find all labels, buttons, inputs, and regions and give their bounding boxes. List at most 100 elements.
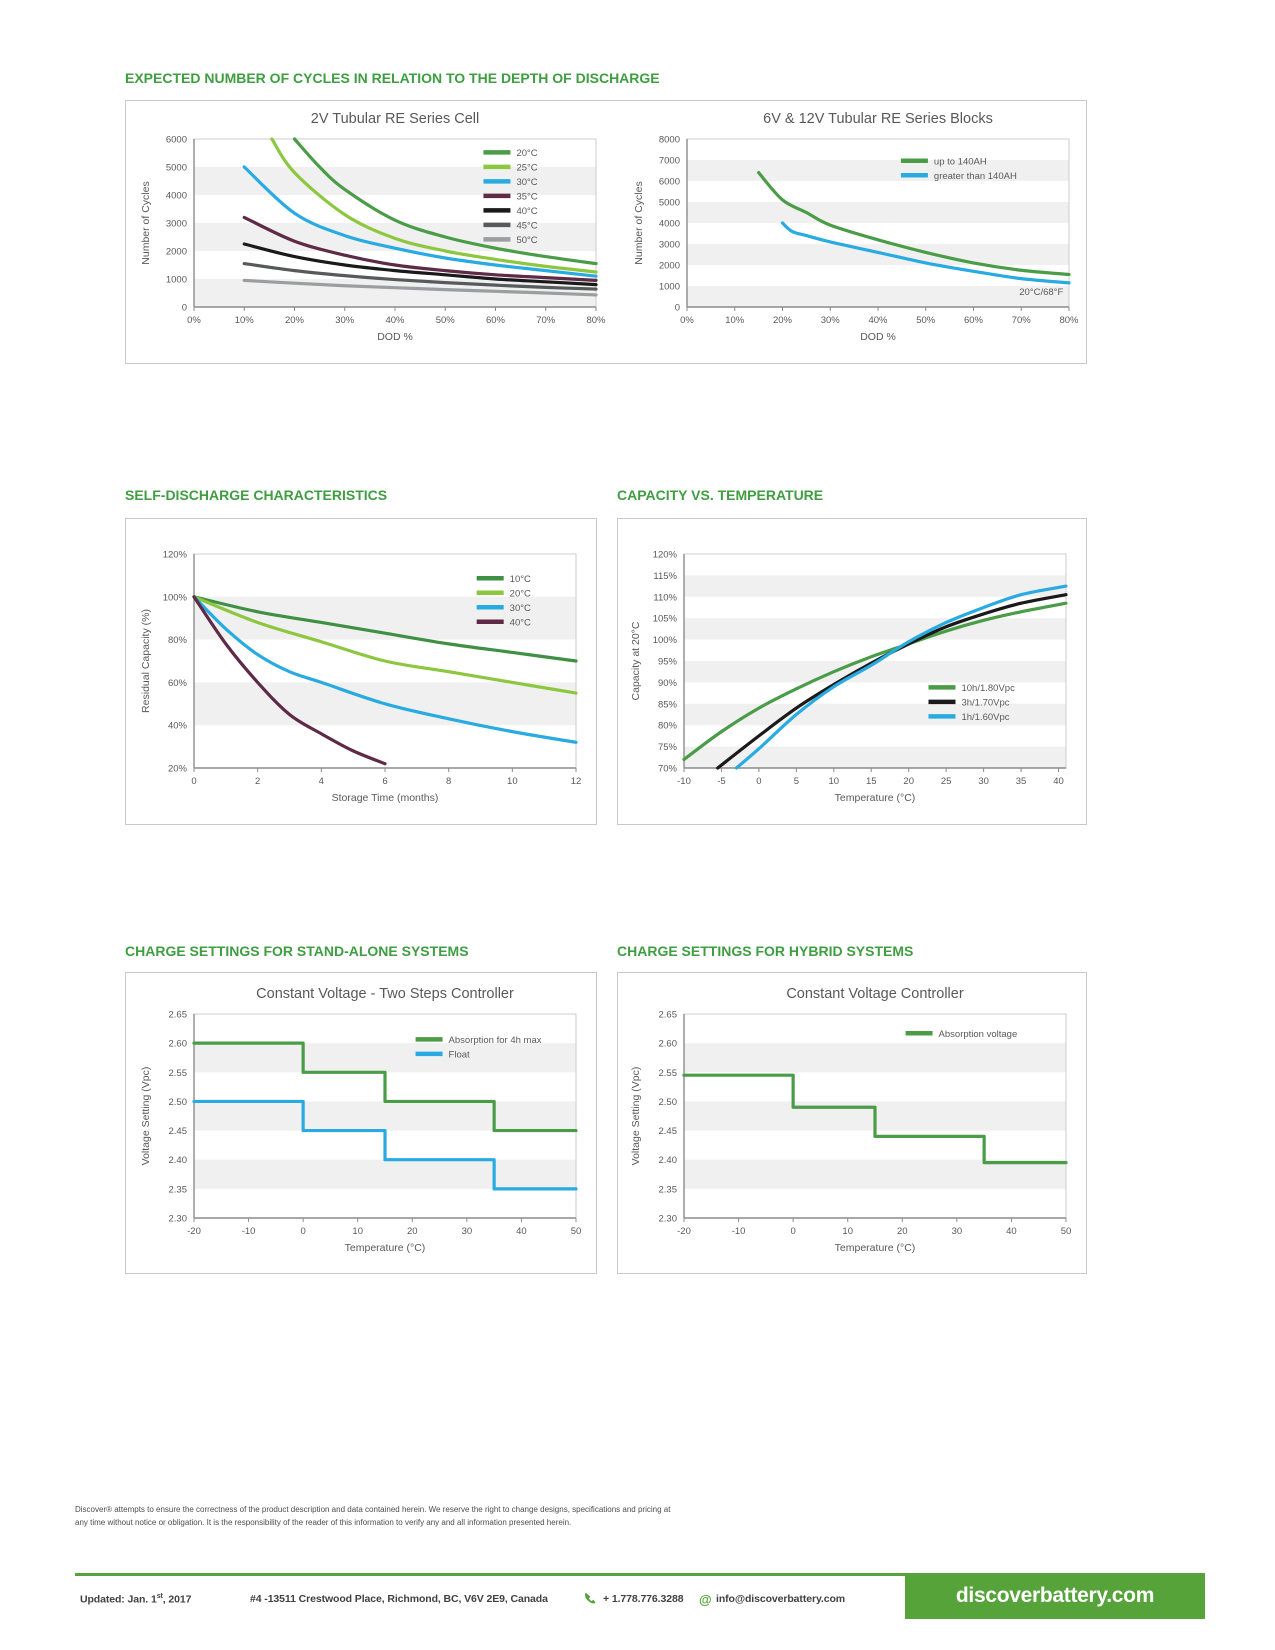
chart-charge-hybrid: -20 -10 0 10 20 30 40 50 2.30 2.35 2.40 2.45 2.50 2.5… bbox=[626, 982, 1078, 1266]
series-line-Absorption for 4h max bbox=[192, 1041, 578, 1133]
plot-stripe bbox=[194, 1159, 576, 1189]
legend-label: 30°C bbox=[510, 603, 531, 614]
x-tick-label: -10 bbox=[242, 1226, 256, 1237]
x-tick-label: 0% bbox=[680, 315, 694, 326]
plot-stripe bbox=[687, 160, 1069, 181]
series-line-25°C bbox=[270, 137, 598, 274]
y-tick-label: 110% bbox=[653, 592, 677, 603]
y-tick-label: 2000 bbox=[166, 247, 187, 258]
footer-updated-date: Updated: Jan. 1st, 2017 bbox=[80, 1593, 191, 1606]
legend-label: 20°C bbox=[516, 148, 537, 159]
x-tick-label: 10% bbox=[235, 315, 255, 326]
x-tick-label: 50 bbox=[1061, 1226, 1072, 1237]
y-tick-label: 2.40 bbox=[659, 1155, 678, 1166]
chart-self-discharge: 0 2 4 6 8 10 12 20% 40% 60% 80% 100% 120% Storage Tim… bbox=[136, 528, 588, 816]
x-tick-label: -10 bbox=[732, 1226, 746, 1237]
chart-capacity-vs-temperature: -10 -5 0 5 10 15 20 25 30 35 40 70% 75% 80% 85% 90% 95% 1… bbox=[626, 528, 1078, 816]
chart-title: 2V Tubular RE Series Cell bbox=[311, 111, 479, 127]
legend-label: 45°C bbox=[516, 220, 537, 231]
y-tick-label: 8000 bbox=[659, 135, 680, 146]
x-tick-label: 6 bbox=[382, 776, 387, 787]
cycles-charts-panel: 0% 10% 20% 30% 40% 50% 60% 70% 80% 0 1000 2000 3000 4… bbox=[125, 100, 1087, 364]
y-tick-label: 1000 bbox=[166, 275, 187, 286]
x-axis-label: Temperature (°C) bbox=[835, 1242, 916, 1254]
x-tick-label: 30% bbox=[821, 315, 841, 326]
chart-svg-capacity-vs-temperature: -10 -5 0 5 10 15 20 25 30 35 40 70% 75% 80% 85% 90% 95% 1… bbox=[630, 550, 1068, 804]
x-tick-label: 4 bbox=[319, 776, 324, 787]
x-tick-label: 0 bbox=[756, 776, 761, 787]
series-line-up to 140AH bbox=[757, 171, 1071, 277]
x-tick-label: 80% bbox=[586, 315, 606, 326]
y-tick-label: 2.35 bbox=[659, 1184, 678, 1195]
series-line-50°C bbox=[242, 278, 598, 297]
y-axis-label: Number of Cycles bbox=[633, 181, 645, 264]
series-line-20°C bbox=[292, 137, 598, 266]
section-title-cycles-vs-dod: EXPECTED NUMBER OF CYCLES IN RELATION TO… bbox=[125, 70, 660, 86]
legend-label: up to 140AH bbox=[934, 156, 987, 167]
x-tick-label: 0 bbox=[790, 1226, 795, 1237]
x-tick-label: 20 bbox=[407, 1226, 418, 1237]
chart-6v-12v-blocks: 0% 10% 20% 30% 40% 50% 60% 70% 80% 0 1000 2000 3000 4… bbox=[629, 107, 1081, 355]
plot-stripe bbox=[687, 244, 1069, 265]
series-group bbox=[757, 171, 1071, 285]
legend-label: greater than 140AH bbox=[934, 171, 1017, 182]
y-tick-label: 2.45 bbox=[659, 1126, 678, 1137]
plot-stripe bbox=[684, 618, 1066, 640]
series-line-40°C bbox=[192, 595, 387, 766]
x-tick-label: 40 bbox=[516, 1226, 527, 1237]
y-tick-label: 40% bbox=[168, 721, 188, 732]
legend-label: 10h/1.80Vpc bbox=[961, 683, 1015, 694]
self-discharge-panel: 0 2 4 6 8 10 12 20% 40% 60% 80% 100% 120% Storage Tim… bbox=[125, 518, 597, 825]
footer-updated-superscript: st bbox=[156, 1593, 163, 1600]
website-banner: discoverbattery.com bbox=[905, 1573, 1205, 1619]
x-axis-label: Storage Time (months) bbox=[332, 792, 439, 804]
x-tick-label: 60% bbox=[486, 315, 506, 326]
chart-svg-cycles-6v-12v-blocks: 0% 10% 20% 30% 40% 50% 60% 70% 80% 0 1000 2000 3000 4… bbox=[633, 111, 1079, 343]
plot-stripe bbox=[684, 575, 1066, 597]
x-tick-label: 50% bbox=[436, 315, 456, 326]
plot-stripe bbox=[684, 1159, 1066, 1189]
legend-label: Float bbox=[449, 1049, 470, 1060]
series-line-1h/1.60Vpc bbox=[734, 584, 1068, 770]
plot-stripe bbox=[194, 167, 596, 195]
y-tick-label: 120% bbox=[653, 550, 678, 561]
x-tick-label: 2 bbox=[255, 776, 260, 787]
x-tick-label: -20 bbox=[187, 1226, 201, 1237]
series-line-greater than 140AH bbox=[780, 221, 1071, 285]
plot-stripe bbox=[687, 286, 1069, 307]
x-tick-label: 8 bbox=[446, 776, 451, 787]
series-group bbox=[682, 1073, 1068, 1165]
plot-stripe bbox=[194, 1101, 576, 1131]
website-url: discoverbattery.com bbox=[955, 1584, 1155, 1607]
series-line-10°C bbox=[192, 595, 578, 663]
y-tick-label: 2.60 bbox=[169, 1039, 188, 1050]
x-tick-label: 40 bbox=[1006, 1226, 1017, 1237]
x-tick-label: 12 bbox=[571, 776, 582, 787]
y-tick-label: 3000 bbox=[659, 240, 680, 251]
x-tick-label: 70% bbox=[1012, 315, 1032, 326]
x-tick-label: 20 bbox=[903, 776, 914, 787]
series-group bbox=[192, 595, 578, 766]
plot-stripe bbox=[684, 661, 1066, 683]
x-tick-label: 40% bbox=[868, 315, 888, 326]
chart-svg-charge-stand-alone: -20 -10 0 10 20 30 40 50 2.30 2.35 2.40 2.45 2.50 2.5… bbox=[140, 986, 581, 1254]
footer-updated-suffix: , 2017 bbox=[162, 1593, 192, 1606]
y-tick-label: 90% bbox=[658, 678, 678, 689]
y-tick-label: 2.35 bbox=[169, 1184, 188, 1195]
at-icon: @ bbox=[699, 1592, 712, 1607]
plot-stripe bbox=[194, 1043, 576, 1073]
x-tick-label: 10% bbox=[725, 315, 745, 326]
section-title-charge-hybrid: CHARGE SETTINGS FOR HYBRID SYSTEMS bbox=[617, 943, 914, 959]
legend-label: 25°C bbox=[516, 162, 537, 173]
y-axis-label: Residual Capacity (%) bbox=[140, 609, 152, 713]
y-tick-label: 6000 bbox=[659, 177, 680, 188]
footer-email: info@discoverbattery.com bbox=[716, 1593, 846, 1605]
y-tick-label: 2.65 bbox=[169, 1010, 188, 1021]
chart-title: Constant Voltage - Two Steps Controller bbox=[256, 986, 514, 1002]
chart-2v-tubular-cell: 0% 10% 20% 30% 40% 50% 60% 70% 80% 0 1000 2000 3000 4… bbox=[136, 107, 608, 355]
legend-label: 35°C bbox=[516, 191, 537, 202]
x-tick-label: 10 bbox=[507, 776, 518, 787]
series-line-30°C bbox=[192, 595, 578, 744]
chart-annotation: 20°C/68°F bbox=[1019, 287, 1063, 298]
